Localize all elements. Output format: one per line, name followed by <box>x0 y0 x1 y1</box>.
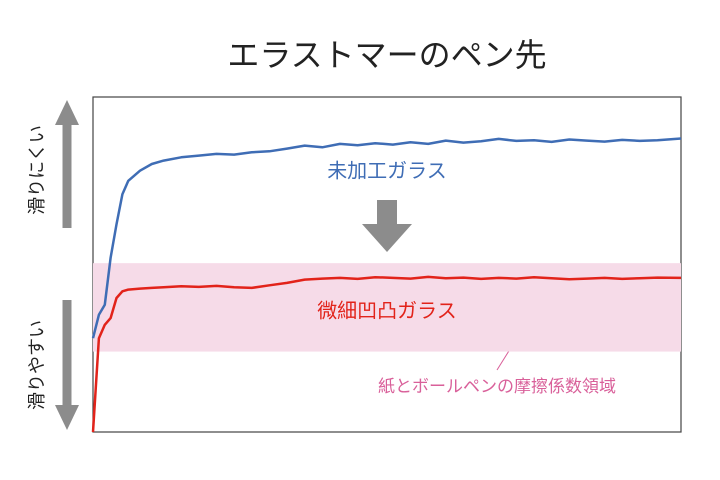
up-arrow-head <box>55 100 79 125</box>
axis-label-up: 滑りにくい <box>27 125 48 215</box>
center-arrow-shaft <box>377 200 397 226</box>
series-line <box>91 275 682 433</box>
center-arrow-head <box>362 224 412 252</box>
down-arrow-head <box>55 405 79 430</box>
chart-title: エラストマーのペン先 <box>227 36 546 74</box>
series-label: 微細凹凸ガラス <box>317 299 457 323</box>
band-label: 紙とボールペンの摩擦係数領域 <box>378 377 616 397</box>
series-label: 未加工ガラス <box>327 159 447 183</box>
axis-label-down: 滑りやすい <box>27 320 48 410</box>
series-line <box>91 137 682 339</box>
